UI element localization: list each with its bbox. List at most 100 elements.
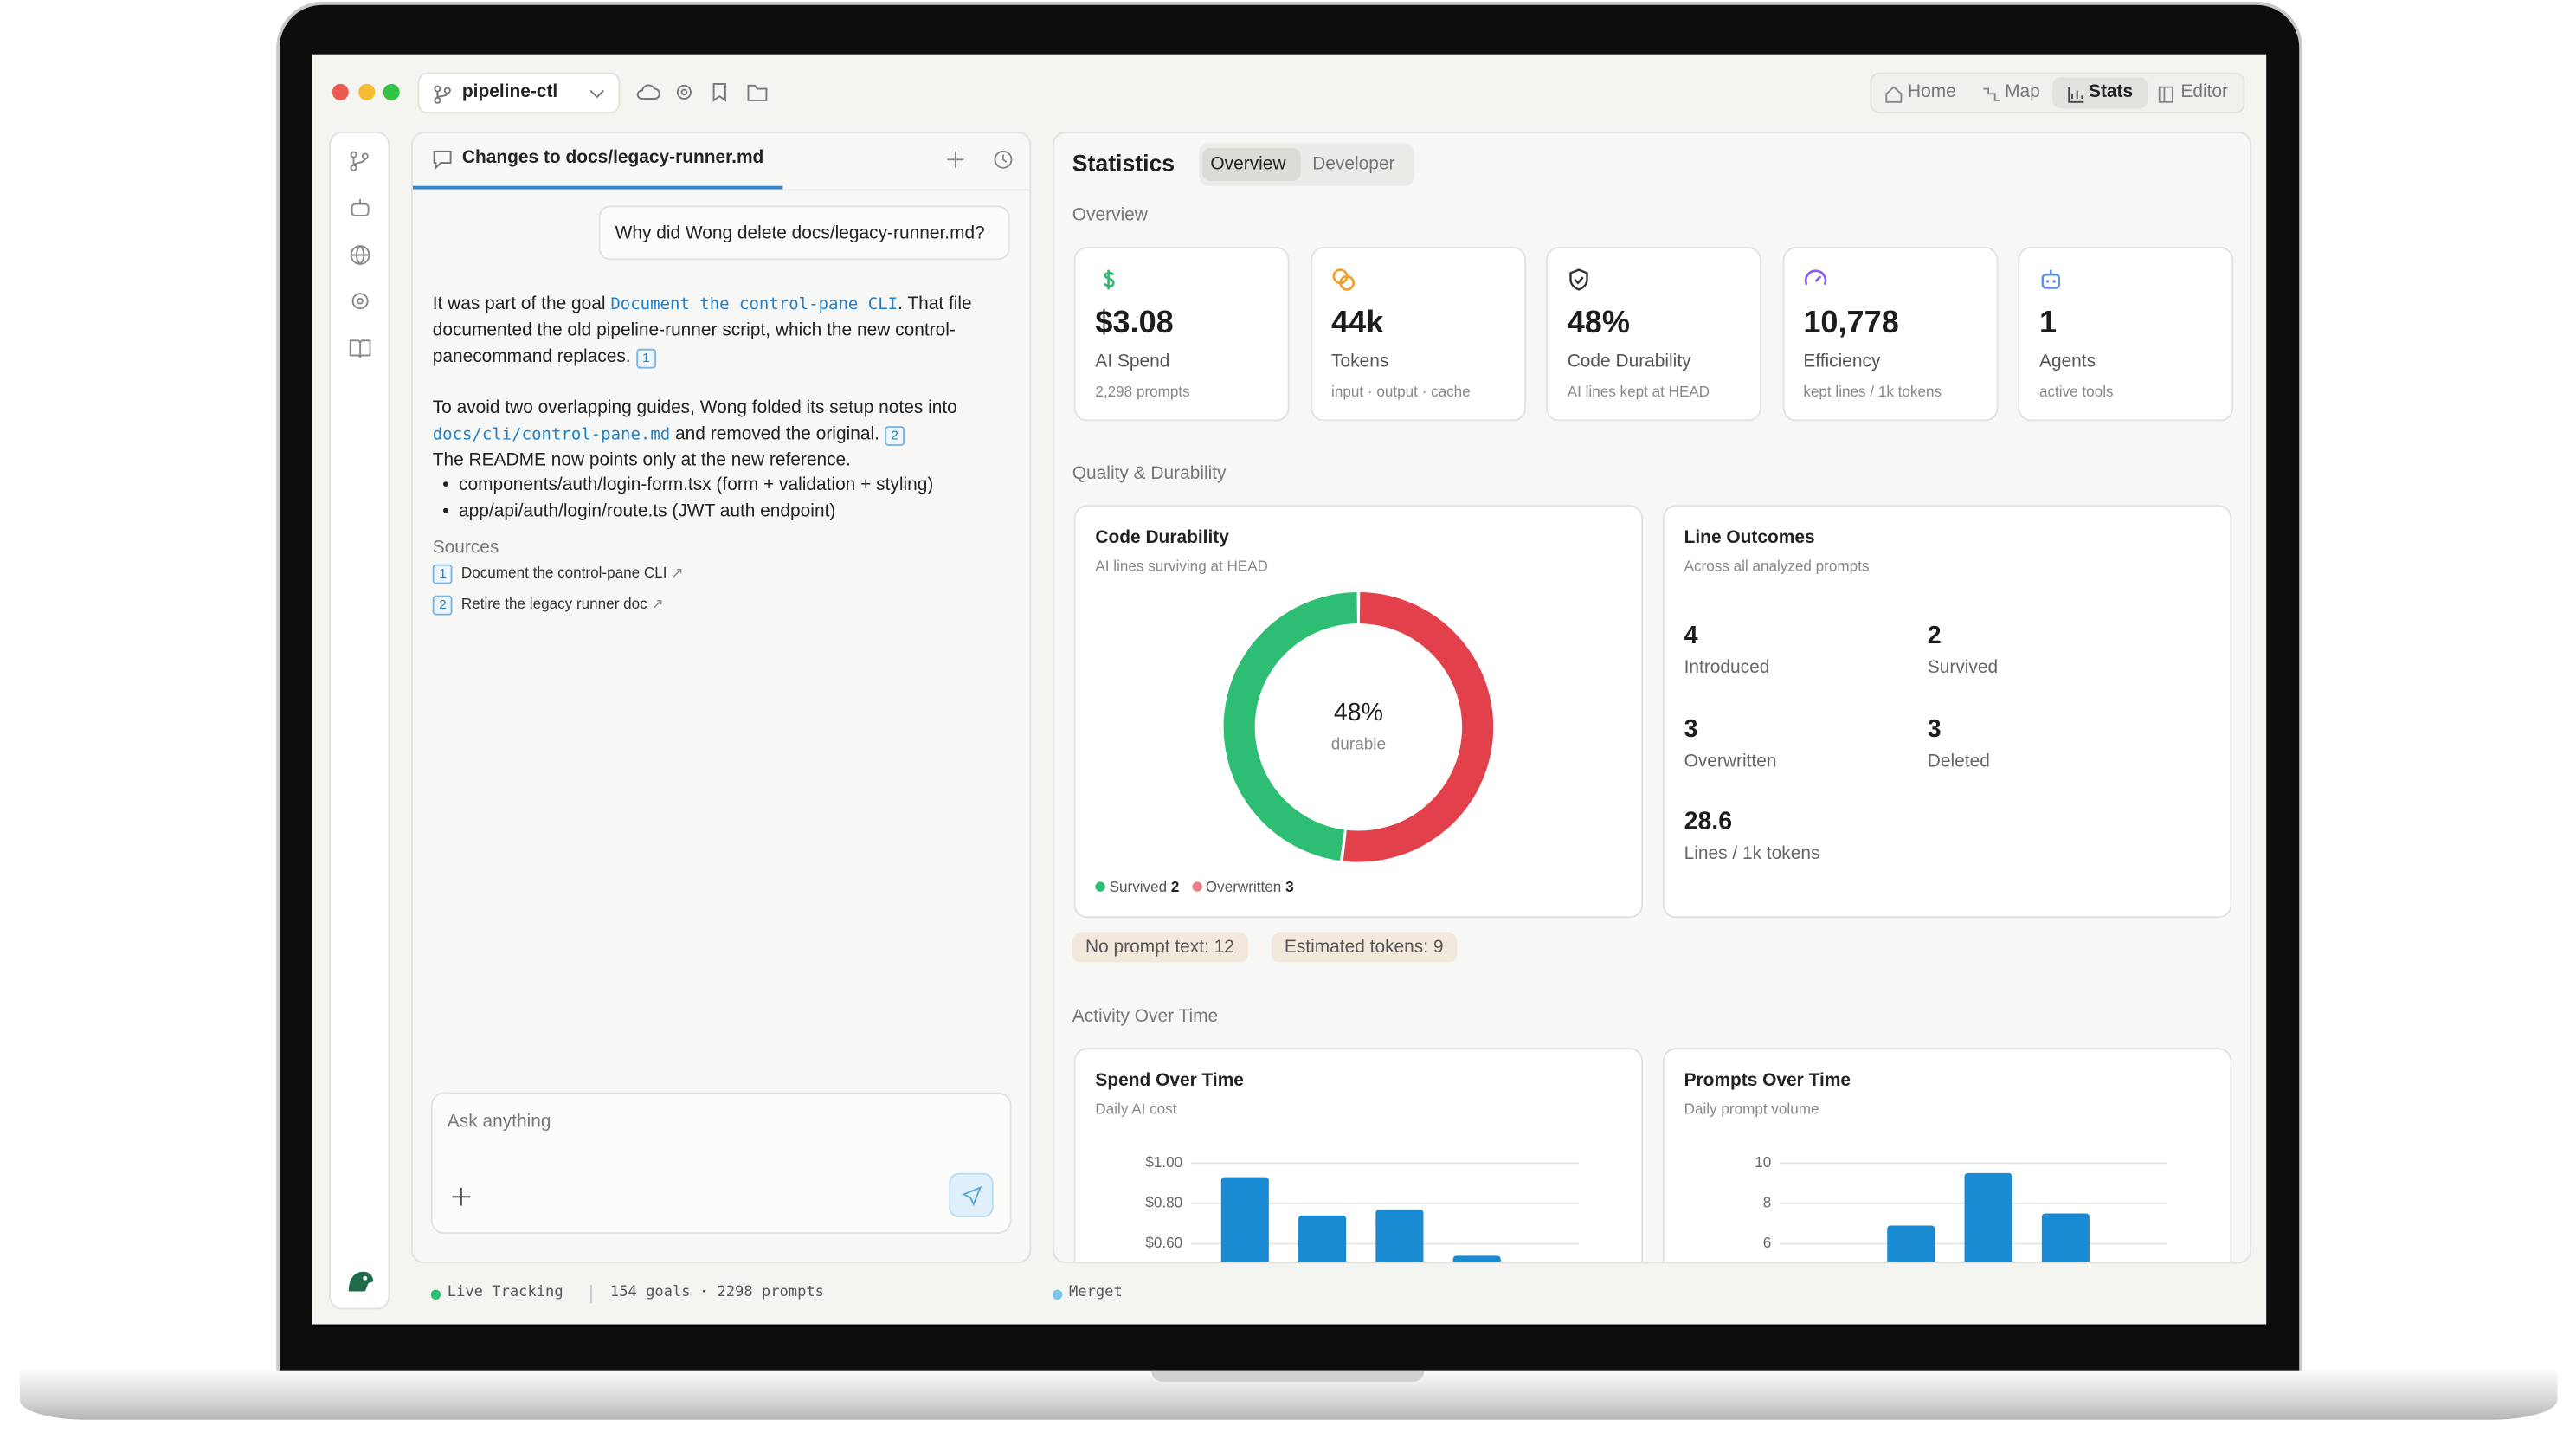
- metric-value: $3.08: [1095, 306, 1174, 341]
- stats-title: Statistics: [1072, 149, 1175, 177]
- tab-divider: [412, 189, 1030, 191]
- input-placeholder: Ask anything: [447, 1112, 551, 1132]
- metric-card: 48% Code Durability AI lines kept at HEAD: [1546, 247, 1761, 422]
- source-num: 1: [432, 564, 454, 584]
- bar: [1220, 1177, 1269, 1262]
- section-heading: Activity Over Time: [1072, 1006, 1219, 1027]
- metric-card: 10,778 Efficiency kept lines / 1k tokens: [1781, 247, 1998, 422]
- y-tick-label: $1.00: [1145, 1154, 1182, 1171]
- donut-legend: Survived 2 Overwritten 3: [1095, 878, 1294, 895]
- outcomes-card: Line Outcomes Across all analyzed prompt…: [1662, 505, 2232, 919]
- outcome-label: Lines / 1k tokens: [1684, 843, 1820, 864]
- tab-overview[interactable]: Overview: [1210, 154, 1286, 175]
- source-label: Retire the legacy runner doc: [460, 595, 647, 612]
- goal-link[interactable]: Document the control-pane CLI: [610, 296, 898, 314]
- durability-card: Code Durability AI lines surviving at HE…: [1073, 505, 1644, 919]
- chat-tab-title[interactable]: Changes to docs/legacy-runner.md: [461, 148, 764, 168]
- y-tick-label: $0.60: [1145, 1235, 1182, 1251]
- bar: [2041, 1213, 2090, 1262]
- info-badge: Estimated tokens: 9: [1271, 932, 1457, 963]
- answer-text: The README now points only at the new re…: [432, 449, 851, 470]
- tab-developer[interactable]: Developer: [1312, 154, 1395, 175]
- citation[interactable]: 2: [884, 425, 905, 446]
- metric-label: Efficiency: [1803, 352, 1881, 372]
- bar: [1298, 1215, 1347, 1262]
- bar-chart: $1.00 $0.80 $0.60: [1145, 1154, 1579, 1262]
- app-dot: [1053, 1289, 1063, 1300]
- metric-label: Tokens: [1331, 352, 1389, 372]
- toolbar-icons[interactable]: [636, 81, 775, 104]
- stats-tabs: Overview Developer: [1199, 143, 1414, 186]
- source-label: Document the control-pane CLI: [460, 564, 667, 581]
- bullet-text: components/auth/login-form.tsx (form + v…: [459, 475, 934, 496]
- outcome-label: Introduced: [1684, 658, 1770, 678]
- nav-stats[interactable]: Stats: [2089, 82, 2134, 102]
- outcome-value: 2: [1927, 622, 1942, 650]
- metric-icon: [2041, 269, 2061, 289]
- chat-icon: [433, 150, 452, 170]
- metric-sub: active tools: [2039, 383, 2114, 400]
- outcome-value: 3: [1927, 714, 1942, 743]
- nav-editor[interactable]: Editor: [2180, 82, 2229, 102]
- file-link[interactable]: docs/cli/control-pane.md: [432, 425, 671, 444]
- legend-swatch: [1095, 881, 1105, 892]
- nav-home[interactable]: Home: [1908, 82, 1956, 102]
- bar: [1810, 1262, 1858, 1263]
- chart-title: Spend Over Time: [1095, 1070, 1244, 1091]
- chat-panel: Changes to docs/legacy-runner.md Why did…: [411, 132, 1032, 1264]
- send-icon: [962, 1186, 982, 1206]
- chat-tab-actions[interactable]: [946, 150, 1015, 170]
- repo-dropdown[interactable]: pipeline-ctl: [417, 72, 621, 114]
- legend-label: Survived: [1109, 878, 1168, 895]
- tab-underline: [412, 185, 783, 190]
- app-name: Merget: [1069, 1284, 1123, 1301]
- live-dot: [430, 1289, 441, 1300]
- source[interactable]: 2 Retire the legacy runner doc ↗: [432, 595, 664, 616]
- answer-text: To avoid two overlapping guides, Wong fo…: [432, 397, 957, 418]
- answer-text: . That file documented the old pipeline-…: [432, 294, 972, 366]
- send-button[interactable]: [949, 1172, 994, 1217]
- prompts-chart-card: Prompts Over Time Daily prompt volume 10…: [1662, 1048, 2232, 1263]
- metric-icon: [1331, 268, 1355, 291]
- outcome-value: 28.6: [1684, 807, 1733, 836]
- metric-icon: [1803, 269, 1826, 286]
- card-title: Code Durability: [1095, 527, 1229, 548]
- repo-name: pipeline-ctl: [461, 82, 558, 102]
- close-button[interactable]: [332, 83, 349, 100]
- info-badge: No prompt text: 12: [1072, 932, 1248, 963]
- section-heading: Overview: [1072, 205, 1148, 226]
- chevron: [589, 89, 604, 99]
- bar-chart: 10 8 6: [1755, 1154, 2168, 1263]
- answer-text: and removed the original.: [670, 423, 879, 444]
- section-heading: Quality & Durability: [1072, 463, 1227, 484]
- metric-icon: [1103, 269, 1115, 290]
- source-num: 2: [432, 595, 454, 616]
- sidebar-icons[interactable]: [349, 150, 372, 372]
- source[interactable]: 1 Document the control-pane CLI ↗: [432, 564, 684, 584]
- metric-label: Agents: [2039, 352, 2096, 372]
- citation[interactable]: 1: [635, 348, 657, 368]
- stats-panel: Statistics Overview Developer Overview $…: [1053, 132, 2252, 1264]
- metric-sub: AI lines kept at HEAD: [1567, 383, 1710, 400]
- metric-card: 44k Tokens input · output · cache: [1310, 247, 1526, 422]
- bullet: • components/auth/login-form.tsx (form +…: [442, 475, 934, 496]
- chart-title: Prompts Over Time: [1684, 1070, 1852, 1091]
- outcome-label: Deleted: [1927, 751, 1990, 771]
- legend-count: 3: [1285, 878, 1294, 895]
- sidebar: [329, 132, 390, 1310]
- legend-count: 2: [1170, 878, 1180, 895]
- user-question: Why did Wong delete docs/legacy-runner.m…: [615, 223, 985, 244]
- outcome-value: 4: [1684, 622, 1698, 650]
- minimize-button[interactable]: [358, 83, 376, 100]
- maximize-button[interactable]: [383, 83, 400, 100]
- legend-swatch: [1191, 881, 1202, 892]
- chat-input[interactable]: Ask anything: [430, 1092, 1012, 1234]
- bar: [1964, 1172, 2012, 1262]
- answer-text: It was part of the goal: [432, 294, 611, 314]
- donut-chart: 48% durable: [1223, 592, 1494, 862]
- attach-button[interactable]: [452, 1187, 471, 1206]
- bar: [1887, 1225, 1935, 1262]
- y-tick-label: $0.80: [1145, 1194, 1182, 1210]
- nav-map[interactable]: Map: [2005, 82, 2040, 102]
